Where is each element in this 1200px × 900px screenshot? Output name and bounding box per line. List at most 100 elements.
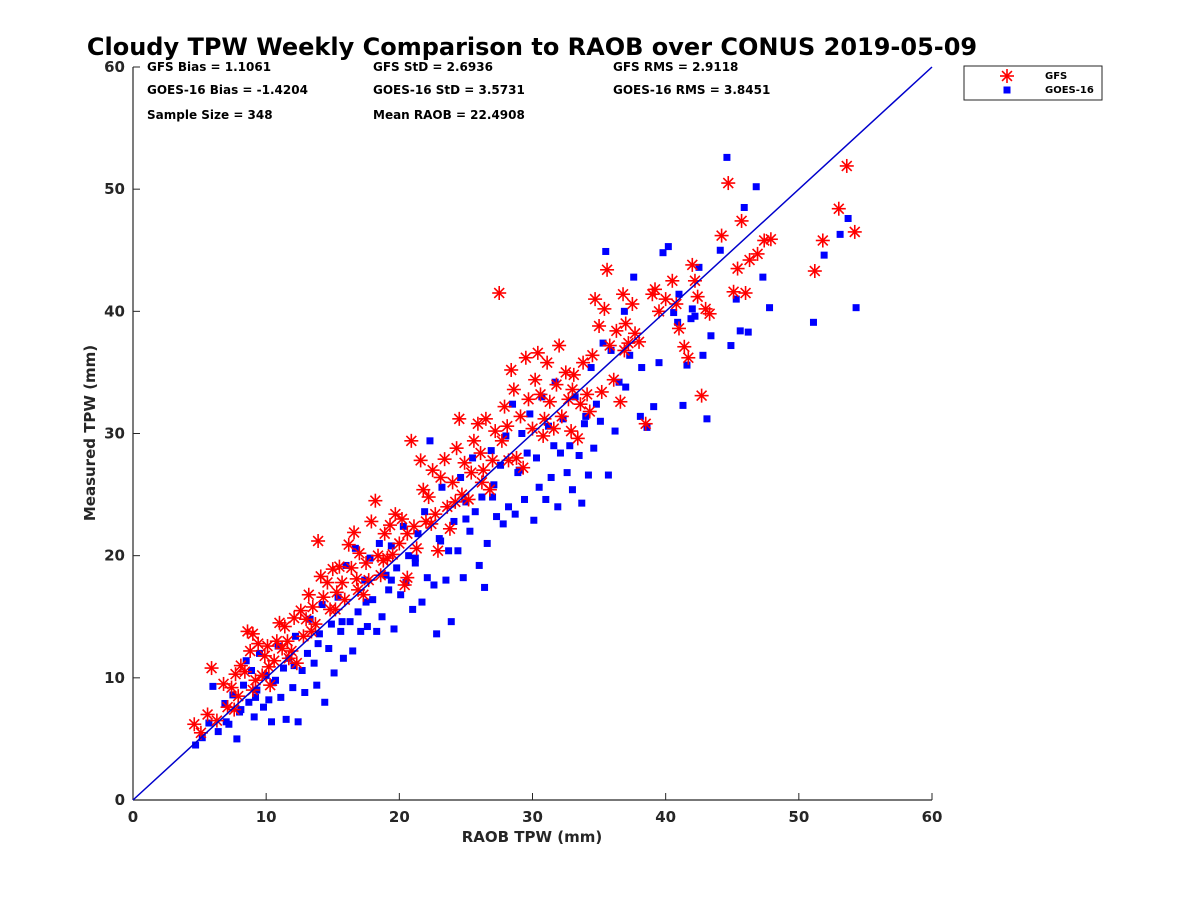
data-point-gfs — [730, 261, 745, 276]
data-point-goes16 — [357, 627, 365, 635]
data-point-gfs — [452, 411, 467, 426]
data-point-goes16 — [450, 517, 458, 525]
data-point-gfs — [632, 334, 647, 349]
data-point-goes16 — [385, 586, 393, 594]
data-point-gfs — [308, 617, 323, 632]
data-point-goes16 — [369, 596, 377, 604]
y-tick-label: 50 — [104, 180, 125, 198]
data-point-gfs — [621, 336, 636, 351]
data-point-gfs — [506, 382, 521, 397]
x-axis-label: RAOB TPW (mm) — [462, 828, 603, 846]
data-point-goes16 — [592, 400, 600, 408]
data-point-goes16 — [471, 508, 479, 516]
data-point-gfs — [516, 460, 531, 475]
data-point-gfs — [277, 619, 292, 634]
x-tick-label: 50 — [788, 808, 809, 826]
data-point-goes16 — [744, 328, 752, 336]
data-point-goes16 — [457, 473, 465, 481]
data-point-goes16 — [423, 574, 431, 582]
data-point-gfs — [750, 246, 765, 261]
series-gfs — [187, 158, 862, 740]
data-point-goes16 — [462, 515, 470, 523]
data-point-goes16 — [393, 564, 401, 572]
data-point-gfs — [237, 664, 252, 679]
data-point-goes16 — [809, 318, 817, 326]
data-point-gfs — [552, 338, 567, 353]
data-point-goes16 — [521, 495, 529, 503]
data-point-gfs — [600, 262, 615, 277]
data-point-goes16 — [349, 647, 357, 655]
data-point-goes16 — [321, 698, 329, 706]
data-point-goes16 — [454, 547, 462, 555]
data-point-goes16 — [426, 437, 434, 445]
data-point-gfs — [416, 482, 431, 497]
data-point-gfs — [518, 350, 533, 365]
data-point-gfs — [352, 546, 367, 561]
data-point-goes16 — [373, 627, 381, 635]
data-point-goes16 — [655, 359, 663, 367]
data-point-gfs — [573, 397, 588, 412]
data-point-goes16 — [318, 601, 326, 609]
data-point-goes16 — [363, 623, 371, 631]
data-point-gfs — [831, 201, 846, 216]
data-point-goes16 — [447, 618, 455, 626]
data-point-goes16 — [346, 618, 354, 626]
data-point-goes16 — [489, 493, 497, 501]
data-point-gfs — [638, 416, 653, 431]
data-point-goes16 — [723, 153, 731, 161]
data-point-gfs — [602, 338, 617, 353]
data-point-gfs — [521, 392, 536, 407]
data-point-gfs — [742, 253, 757, 268]
data-point-gfs — [320, 575, 335, 590]
data-point-gfs — [421, 490, 436, 505]
data-point-gfs — [549, 377, 564, 392]
stat-gfs-rms: GFS RMS = 2.9118 — [613, 60, 738, 74]
data-point-gfs — [570, 431, 585, 446]
data-point-goes16 — [836, 230, 844, 238]
data-point-goes16 — [405, 552, 413, 560]
data-point-gfs — [714, 228, 729, 243]
data-point-goes16 — [397, 591, 405, 599]
data-point-gfs — [243, 643, 258, 658]
x-tick-label: 20 — [389, 808, 410, 826]
data-point-gfs — [757, 233, 772, 248]
data-point-goes16 — [727, 342, 735, 350]
data-point-goes16 — [252, 693, 260, 701]
y-tick-label: 0 — [115, 791, 125, 809]
data-point-gfs — [448, 494, 463, 509]
stat-gfs-std: GFS StD = 2.6936 — [373, 60, 493, 74]
data-point-goes16 — [459, 574, 467, 582]
stat-sample-size: Sample Size = 348 — [147, 108, 273, 122]
data-point-goes16 — [493, 513, 501, 521]
data-point-goes16 — [544, 422, 552, 430]
data-point-goes16 — [303, 649, 311, 657]
data-point-gfs — [500, 419, 515, 434]
data-point-goes16 — [313, 681, 321, 689]
data-point-gfs — [409, 541, 424, 556]
data-point-gfs — [424, 516, 439, 531]
data-point-gfs — [494, 433, 509, 448]
data-point-goes16 — [310, 659, 318, 667]
data-point-goes16 — [568, 486, 576, 494]
data-point-gfs — [376, 553, 391, 568]
data-point-gfs — [702, 306, 717, 321]
data-point-gfs — [383, 518, 398, 533]
data-point-goes16 — [584, 471, 592, 479]
data-point-gfs — [588, 292, 603, 307]
data-point-gfs — [681, 350, 696, 365]
data-point-goes16 — [233, 735, 241, 743]
data-point-gfs — [476, 463, 491, 478]
data-point-goes16 — [602, 247, 610, 255]
data-point-gfs — [311, 534, 326, 549]
data-point-goes16 — [250, 713, 258, 721]
data-point-gfs — [228, 667, 243, 682]
x-tick-label: 10 — [256, 808, 277, 826]
data-point-gfs — [513, 409, 528, 424]
data-point-gfs — [430, 543, 445, 558]
data-point-goes16 — [554, 503, 562, 511]
data-point-gfs — [275, 641, 290, 656]
data-point-goes16 — [248, 667, 256, 675]
data-point-gfs — [671, 321, 686, 336]
data-point-goes16 — [399, 522, 407, 530]
plot-area — [187, 153, 862, 749]
